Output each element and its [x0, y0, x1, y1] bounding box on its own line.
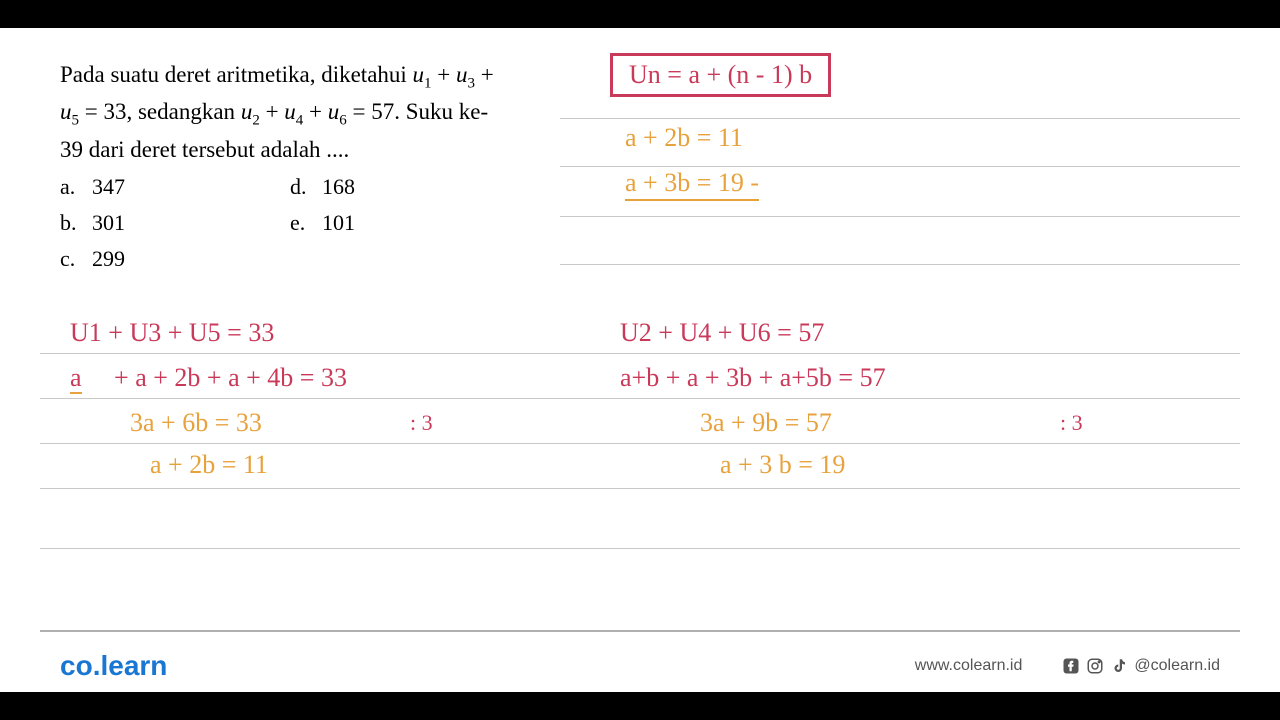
work-right-1: U2 + U4 + U6 = 57: [620, 318, 824, 348]
rule-line: [560, 118, 1240, 119]
option-d-label: d.: [290, 174, 322, 200]
rule-line: [560, 216, 1240, 217]
work-left-2: a + a + 2b + a + 4b = 33: [70, 363, 347, 393]
rule-line: [40, 488, 1240, 489]
work-right-4: a + 3 b = 19: [720, 450, 845, 480]
footer: co.learn www.colearn.id @colearn.id: [0, 650, 1280, 682]
option-d-value: 168: [322, 174, 355, 199]
work-left-3-div: : 3: [410, 410, 433, 436]
work-right-2: a+b + a + 3b + a+5b = 57: [620, 363, 886, 393]
problem-text: Pada suatu deret aritmetika, diketahui: [60, 62, 413, 87]
footer-url: www.colearn.id: [915, 657, 1023, 675]
social-links: @colearn.id: [1062, 657, 1220, 675]
work-right-3-div: : 3: [1060, 410, 1083, 436]
facebook-icon: [1062, 657, 1080, 675]
instagram-icon: [1086, 657, 1104, 675]
rule-line: [40, 548, 1240, 549]
eq-top-1: a + 2b = 11: [625, 123, 743, 153]
tiktok-icon: [1110, 657, 1128, 675]
option-e-value: 101: [322, 210, 355, 235]
option-a-label: a.: [60, 174, 92, 200]
work-left-1: U1 + U3 + U5 = 33: [70, 318, 274, 348]
formula-box: Un = a + (n - 1) b: [610, 53, 831, 97]
option-b-value: 301: [92, 210, 125, 235]
option-a-value: 347: [92, 174, 125, 199]
option-c-label: c.: [60, 246, 92, 272]
footer-divider: [40, 630, 1240, 632]
rule-line: [40, 398, 1240, 399]
option-b-label: b.: [60, 210, 92, 236]
work-left-3: 3a + 6b = 33: [130, 408, 262, 438]
option-c-value: 299: [92, 246, 125, 271]
rule-line: [40, 443, 1240, 444]
formula-text: Un = a + (n - 1) b: [629, 60, 812, 89]
work-right-3: 3a + 9b = 57: [700, 408, 832, 438]
eq-top-2: a + 3b = 19 -: [625, 168, 759, 198]
rule-line: [560, 264, 1240, 265]
social-handle: @colearn.id: [1134, 657, 1220, 675]
rule-line: [40, 353, 1240, 354]
work-left-4: a + 2b = 11: [150, 450, 268, 480]
logo: co.learn: [60, 650, 167, 682]
rule-line: [560, 166, 1240, 167]
problem-statement: Pada suatu deret aritmetika, diketahui u…: [60, 58, 540, 166]
option-e-label: e.: [290, 210, 322, 236]
